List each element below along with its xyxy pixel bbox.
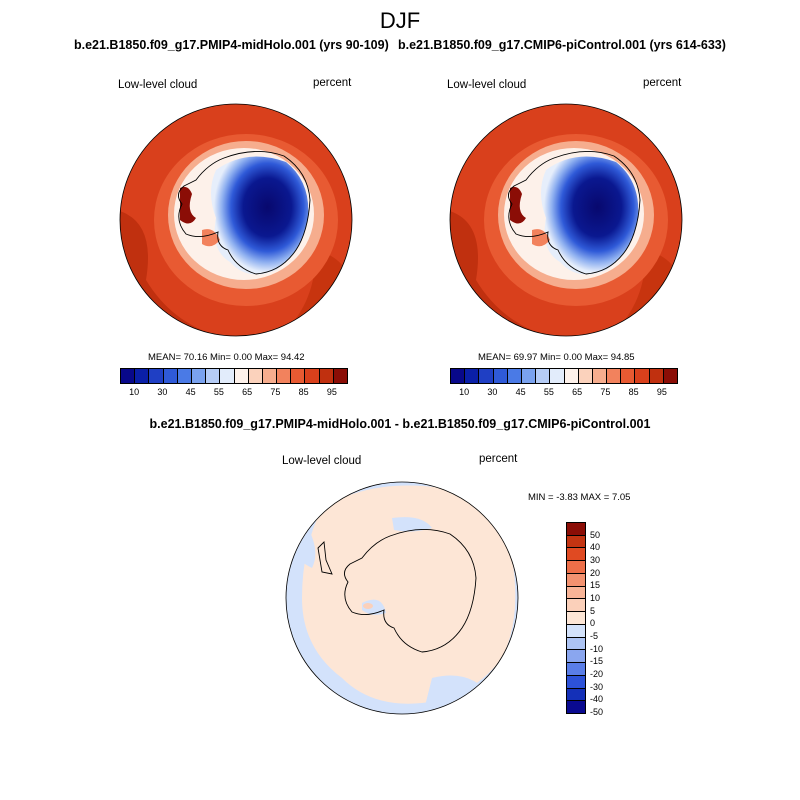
colorbar-tick-label: -20 <box>590 669 604 679</box>
colorbar-tick-label: 65 <box>242 387 253 397</box>
colorbar-tick-label: 10 <box>590 593 601 603</box>
colorbar-swatch <box>564 369 579 383</box>
colorbar-tick-label: 65 <box>572 387 583 397</box>
colorbar-tick-label: 10 <box>129 387 140 397</box>
case2-colorbar <box>450 368 678 384</box>
colorbar-tick-label: -15 <box>590 656 604 667</box>
colorbar-tick-label: 30 <box>157 387 168 397</box>
colorbar-swatch <box>521 369 537 383</box>
case2-stats: MEAN= 69.97 Min= 0.00 Max= 94.85 <box>478 352 635 363</box>
colorbar-swatch <box>567 663 585 676</box>
diff-polar-map <box>285 481 519 715</box>
colorbar-swatch <box>248 369 263 383</box>
diff-stats: MIN = -3.83 MAX = 7.05 <box>528 492 631 503</box>
colorbar-tick-label: 15 <box>590 580 601 591</box>
colorbar-swatch <box>550 369 565 383</box>
colorbar-swatch <box>121 369 136 383</box>
colorbar-swatch <box>592 369 608 383</box>
colorbar-swatch <box>149 369 164 383</box>
colorbar-swatch <box>177 369 192 383</box>
case1-stats: MEAN= 70.16 Min= 0.00 Max= 94.42 <box>148 352 305 363</box>
case1-polar-map <box>119 103 353 337</box>
colorbar-tick-label: 75 <box>270 387 281 397</box>
colorbar-swatch <box>333 369 347 383</box>
colorbar-swatch <box>567 586 585 600</box>
figure-title: DJF <box>379 8 421 33</box>
colorbar-swatch <box>607 369 622 383</box>
case1-colorbar <box>120 368 348 384</box>
colorbar-swatch <box>305 369 320 383</box>
case2-title: b.e21.B1850.f09_g17.CMIP6-piControl.001 … <box>398 38 726 52</box>
case1-title: b.e21.B1850.f09_g17.PMIP4-midHolo.001 (y… <box>74 38 389 52</box>
colorbar-swatch <box>567 675 585 689</box>
colorbar-tick-label: -50 <box>590 707 604 717</box>
colorbar-swatch <box>567 535 585 549</box>
colorbar-swatch <box>262 369 278 383</box>
colorbar-tick-label: 40 <box>590 542 601 553</box>
colorbar-swatch <box>567 650 585 664</box>
colorbar-swatch <box>277 369 292 383</box>
colorbar-swatch <box>635 369 650 383</box>
colorbar-swatch <box>465 369 480 383</box>
colorbar-tick-label: 5 <box>590 605 596 616</box>
colorbar-swatch <box>135 369 150 383</box>
colorbar-tick-label: 75 <box>600 387 611 397</box>
colorbar-tick-label: 0 <box>590 618 596 629</box>
case2-polar-map <box>449 103 683 337</box>
colorbar-tick-label: -5 <box>590 631 599 641</box>
case2-variable-label: Low-level cloud <box>447 79 527 91</box>
colorbar-tick-label: 30 <box>590 555 601 565</box>
colorbar-swatch <box>567 573 585 587</box>
colorbar-tick-label: -40 <box>590 694 604 705</box>
colorbar-tick-label: 50 <box>590 529 601 540</box>
colorbar-swatch <box>567 701 585 714</box>
colorbar-tick-label: 10 <box>459 387 470 397</box>
colorbar-tick-label: 85 <box>628 387 639 397</box>
colorbar-tick-label: 45 <box>185 387 196 397</box>
case1-units-label: percent <box>313 77 352 89</box>
colorbar-swatch <box>621 369 636 383</box>
case1-variable-label: Low-level cloud <box>118 79 198 91</box>
colorbar-swatch <box>567 561 585 574</box>
colorbar-tick-label: -30 <box>590 681 604 692</box>
colorbar-tick-label: -10 <box>590 643 604 654</box>
colorbar-tick-label: 95 <box>656 387 667 397</box>
colorbar-swatch <box>649 369 664 383</box>
colorbar-swatch <box>567 637 585 651</box>
colorbar-swatch <box>220 369 235 383</box>
colorbar-swatch <box>451 369 466 383</box>
colorbar-swatch <box>567 523 585 536</box>
diff-variable-label: Low-level cloud <box>282 455 362 467</box>
colorbar-swatch <box>319 369 334 383</box>
colorbar-tick-label: 55 <box>543 387 554 397</box>
colorbar-swatch <box>234 369 249 383</box>
colorbar-swatch <box>567 688 585 702</box>
diff-colorbar <box>566 522 586 714</box>
colorbar-swatch <box>291 369 306 383</box>
colorbar-tick-label: 20 <box>590 567 601 578</box>
colorbar-swatch <box>479 369 494 383</box>
colorbar-swatch <box>206 369 221 383</box>
colorbar-swatch <box>567 548 585 562</box>
colorbar-swatch <box>663 369 677 383</box>
colorbar-swatch <box>163 369 178 383</box>
colorbar-swatch <box>567 612 585 625</box>
colorbar-tick-label: 85 <box>298 387 309 397</box>
colorbar-swatch <box>567 599 585 613</box>
colorbar-swatch <box>507 369 522 383</box>
colorbar-tick-label: 55 <box>213 387 224 397</box>
colorbar-swatch <box>536 369 551 383</box>
colorbar-swatch <box>578 369 593 383</box>
case2-units-label: percent <box>643 77 682 89</box>
diff-units-label: percent <box>479 453 518 465</box>
colorbar-swatch <box>567 624 585 638</box>
colorbar-tick-label: 95 <box>326 387 337 397</box>
colorbar-swatch <box>191 369 207 383</box>
colorbar-swatch <box>493 369 508 383</box>
colorbar-tick-label: 30 <box>487 387 498 397</box>
diff-title: b.e21.B1850.f09_g17.PMIP4-midHolo.001 - … <box>149 417 651 431</box>
colorbar-tick-label: 45 <box>515 387 526 397</box>
